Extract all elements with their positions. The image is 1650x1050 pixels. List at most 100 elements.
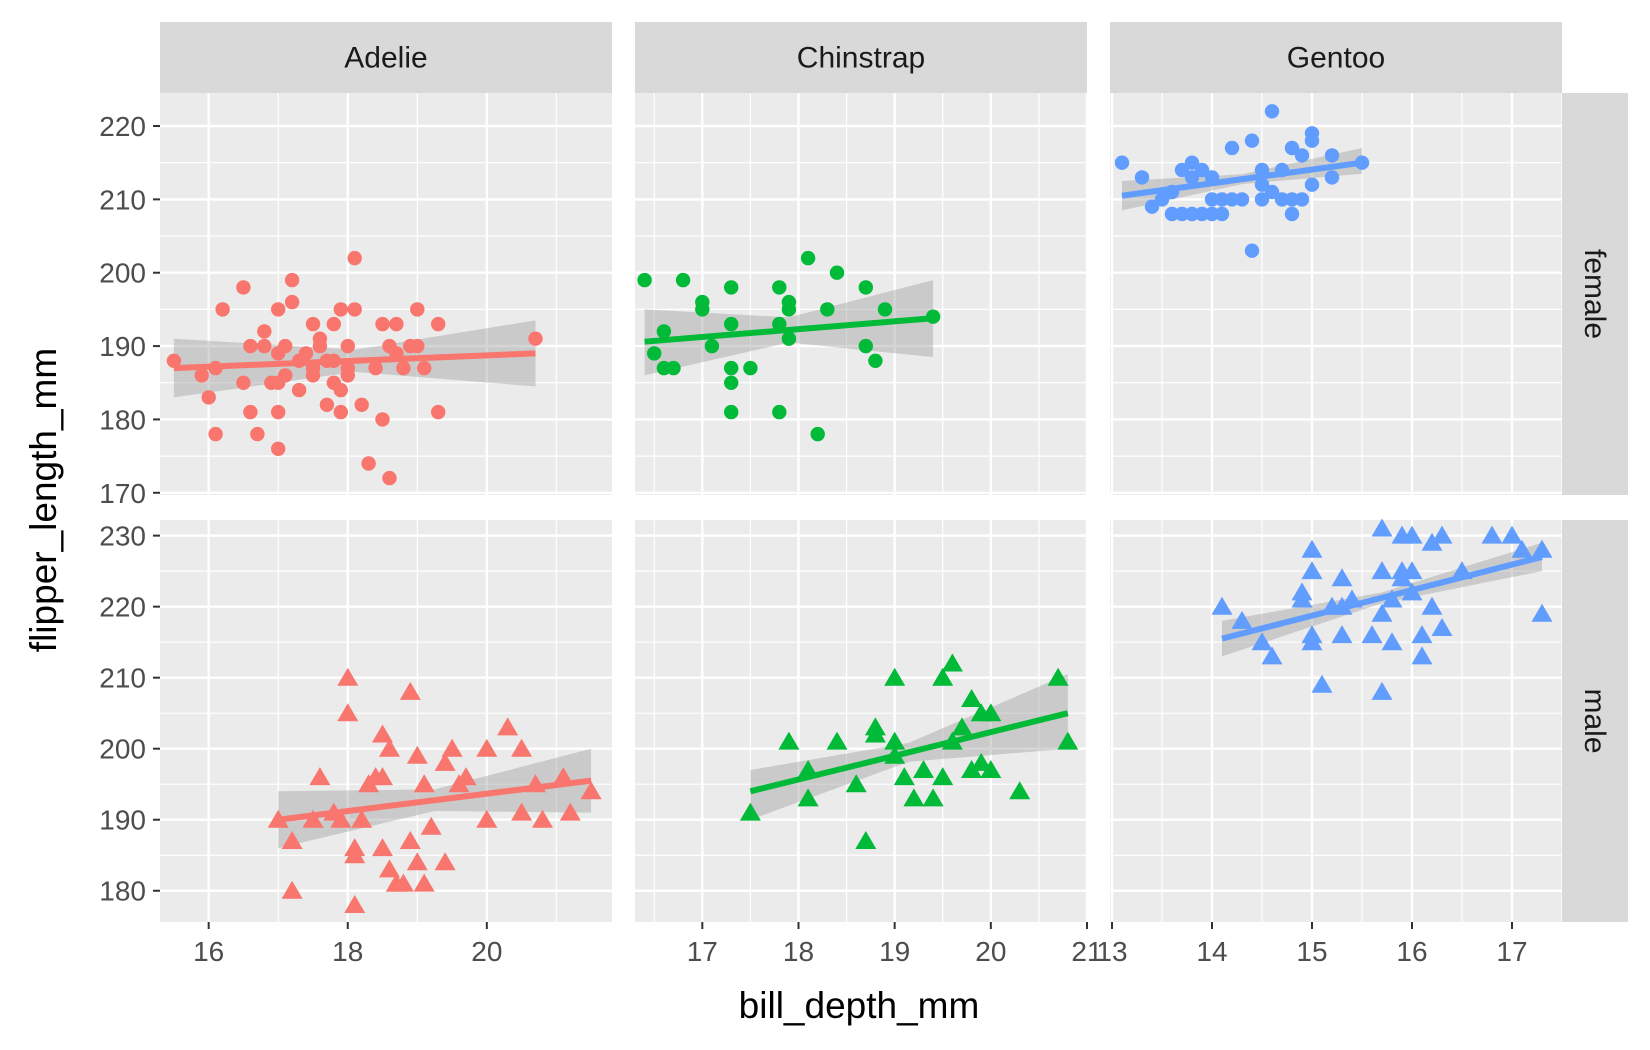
data-point: [382, 470, 397, 486]
data-point: [1174, 162, 1190, 178]
data-point: [399, 831, 421, 849]
panels: [160, 93, 1563, 922]
data-point: [559, 802, 581, 821]
data-point: [1371, 603, 1393, 622]
y-tick-label: 170: [99, 478, 146, 509]
data-point: [1144, 199, 1160, 214]
data-point: [797, 788, 819, 807]
data-point: [810, 426, 825, 442]
data-point: [826, 731, 848, 750]
data-point: [1301, 539, 1323, 558]
y-tick-label: 180: [99, 876, 146, 907]
data-point: [1211, 596, 1233, 615]
data-point: [431, 316, 446, 332]
data-point: [1184, 206, 1200, 222]
data-point: [778, 731, 800, 750]
data-point: [1411, 646, 1433, 665]
data-point: [1401, 525, 1423, 544]
data-point: [829, 265, 845, 280]
data-point: [932, 667, 954, 686]
x-tick-label: 20: [975, 936, 1006, 967]
data-point: [855, 831, 877, 849]
data-point: [1331, 568, 1353, 587]
y-axis-title: flipper_length_mm: [23, 348, 64, 652]
data-point: [372, 838, 393, 857]
data-point: [800, 250, 816, 266]
x-tick-label: 17: [1496, 936, 1527, 967]
x-tick-label: 20: [471, 936, 502, 967]
strip-background: [1562, 520, 1628, 922]
panel-background: [160, 520, 612, 922]
data-point: [1154, 192, 1170, 207]
data-point: [1431, 618, 1453, 636]
data-point: [271, 441, 286, 456]
data-point: [271, 302, 286, 317]
x-tick-label: 16: [1396, 936, 1427, 967]
data-point: [1291, 582, 1313, 601]
y-axis-male: 180 190 200 210 220 230: [99, 521, 160, 907]
data-point: [739, 802, 761, 821]
data-point: [340, 338, 355, 354]
data-point: [913, 760, 934, 778]
data-point: [724, 280, 739, 295]
data-point: [724, 360, 739, 376]
data-point: [1371, 561, 1393, 580]
data-point: [410, 338, 425, 354]
trend-line: [1221, 554, 1543, 642]
data-point: [1254, 177, 1270, 192]
data-point: [1431, 525, 1453, 544]
data-point: [858, 338, 873, 354]
data-point: [1214, 192, 1230, 207]
data-point: [333, 382, 348, 398]
data-point: [389, 316, 404, 332]
data-point: [781, 331, 797, 346]
data-point: [1264, 184, 1280, 200]
data-point: [528, 331, 543, 346]
data-point: [903, 788, 925, 807]
strip-female: female: [1562, 93, 1628, 495]
data-point: [309, 767, 331, 786]
data-point: [434, 752, 456, 771]
y-axis-female: 170 180 190 200 210 220: [99, 111, 160, 509]
data-point: [284, 272, 300, 288]
data-point: [236, 280, 251, 295]
data-point: [1047, 667, 1069, 686]
x-tick-label: 14: [1196, 936, 1227, 967]
data-point: [319, 397, 335, 412]
data-point: [476, 738, 498, 757]
data-point: [396, 360, 411, 376]
data-point: [399, 681, 421, 700]
data-point: [298, 346, 314, 361]
x-axis-chinstrap: 17 18 19 20 21: [687, 922, 1103, 967]
data-point: [704, 338, 720, 354]
x-tick-label: 18: [783, 936, 814, 967]
data-point: [1224, 192, 1240, 207]
data-point: [858, 280, 873, 295]
data-point: [772, 404, 787, 420]
data-point: [1391, 568, 1413, 587]
strip-background: [160, 22, 612, 93]
data-point: [1251, 632, 1273, 651]
data-point: [1481, 525, 1503, 544]
data-point: [1294, 148, 1310, 163]
data-point: [243, 338, 258, 354]
data-point: [970, 752, 992, 771]
data-point: [1194, 206, 1210, 222]
trend-line: [173, 350, 536, 372]
data-point: [675, 272, 691, 288]
data-point: [893, 767, 915, 786]
data-point: [1324, 148, 1340, 163]
x-tick-label: 19: [879, 936, 910, 967]
data-point: [166, 353, 182, 368]
data-point: [312, 338, 328, 354]
data-point: [695, 302, 710, 317]
data-point: [201, 390, 216, 405]
strip-adelie: Adelie: [160, 22, 612, 93]
x-tick-label: 16: [193, 936, 224, 967]
data-point: [1164, 206, 1180, 222]
data-point: [333, 302, 348, 317]
data-point: [1304, 177, 1320, 192]
data-point: [337, 703, 359, 722]
data-point: [368, 360, 383, 376]
data-point: [1264, 104, 1280, 119]
